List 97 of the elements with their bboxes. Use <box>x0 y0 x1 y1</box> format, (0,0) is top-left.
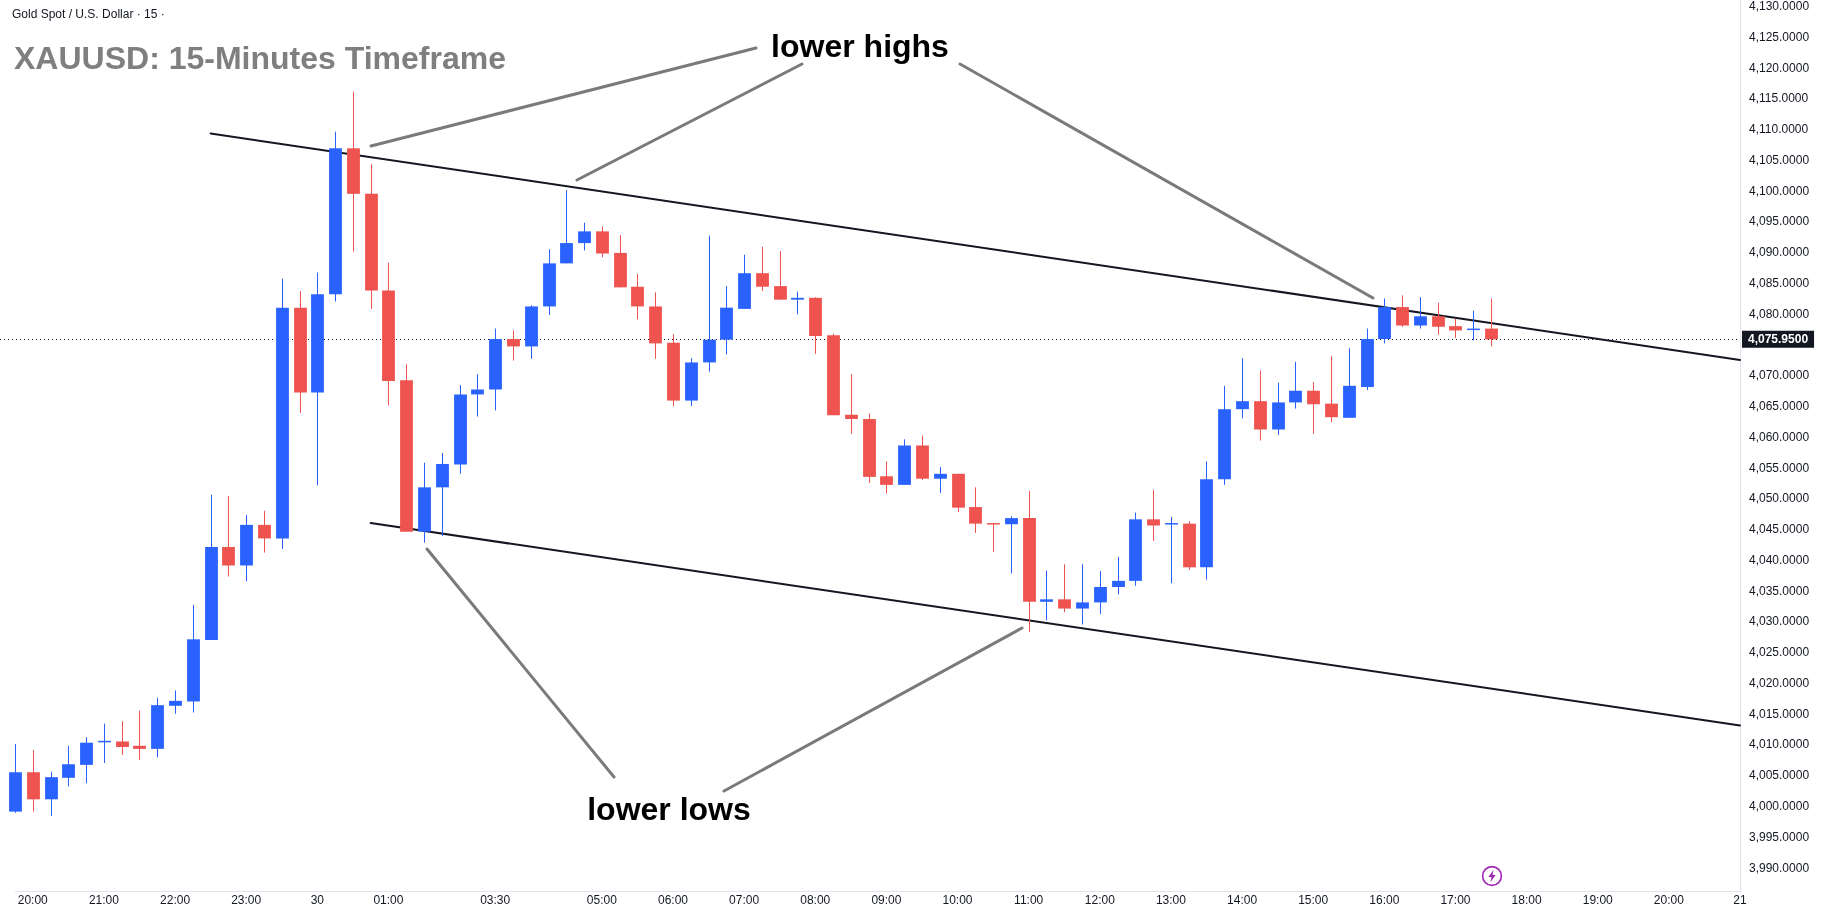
y-tick-label: 3,990.0000 <box>1749 860 1810 875</box>
candlestick <box>880 461 893 494</box>
candlestick <box>62 745 75 787</box>
x-tick-label: 18:00 <box>1511 892 1542 907</box>
annotation: lower highs <box>771 28 949 64</box>
candlestick <box>756 246 769 292</box>
candlestick <box>169 689 182 715</box>
x-tick-label: 20:00 <box>1653 892 1685 907</box>
y-tick-label: 4,130.0000 <box>1749 0 1810 14</box>
y-tick-label: 4,005.0000 <box>1749 768 1810 783</box>
candlestick <box>631 273 644 320</box>
candlestick <box>1076 563 1089 626</box>
y-tick-label: 4,050.0000 <box>1749 491 1810 506</box>
text: Gold Spot / U.S. Dollar · 15 · <box>12 7 165 21</box>
x-tick-label: 03:30 <box>480 892 511 907</box>
y-tick-label: 4,125.0000 <box>1749 29 1810 44</box>
candlestick <box>116 720 129 756</box>
y-tick-label: 4,035.0000 <box>1749 583 1810 598</box>
x-tick-label: 08:00 <box>800 892 831 907</box>
x-tick-label: 17:00 <box>1440 892 1471 907</box>
y-tick-label: 4,080.0000 <box>1749 306 1810 321</box>
x-tick-label: 12:00 <box>1084 892 1116 907</box>
y-tick-label: 4,110.0000 <box>1749 122 1809 137</box>
candlestick <box>1289 361 1302 410</box>
candlestick <box>258 510 271 554</box>
y-tick-label: 4,025.0000 <box>1749 645 1810 660</box>
candlestick <box>845 373 858 435</box>
candlestick <box>133 710 146 761</box>
x-tick-label: 14:00 <box>1227 892 1258 907</box>
candlestick <box>934 466 947 494</box>
y-tick-label: 3,995.0000 <box>1749 829 1810 844</box>
y-tick-label: 4,020.0000 <box>1749 675 1810 690</box>
candlestick <box>1094 570 1107 615</box>
y-tick-label: 4,045.0000 <box>1749 522 1810 537</box>
y-tick-label: 4,015.0000 <box>1749 706 1810 721</box>
candlestick <box>1449 318 1462 339</box>
y-tick-label: 4,055.0000 <box>1749 460 1810 475</box>
x-tick-label: 19:00 <box>1582 892 1614 907</box>
candlestick <box>1396 294 1409 328</box>
candlestick <box>1112 556 1125 595</box>
x-tick-label: 15:00 <box>1298 892 1329 907</box>
candlestick <box>578 222 591 251</box>
x-tick-label: 23:00 <box>231 892 262 907</box>
candlestick <box>1414 296 1427 330</box>
candlestick <box>1236 357 1249 419</box>
ref-line-label: 4,075.9500 <box>1748 332 1809 347</box>
candlestick <box>1307 381 1320 435</box>
x-tick-label: 21 <box>1733 892 1747 907</box>
candlestick <box>507 329 520 362</box>
candlestick <box>436 452 449 537</box>
x-tick-label: 11:00 <box>1014 892 1044 907</box>
x-tick-label: 22:00 <box>160 892 191 907</box>
candlestick <box>560 189 573 264</box>
x-tick-label: 21:00 <box>88 892 120 907</box>
y-tick-label: 4,070.0000 <box>1749 368 1810 383</box>
candlestick <box>774 250 787 301</box>
y-tick-label: 4,095.0000 <box>1749 214 1810 229</box>
candlestick <box>1058 563 1071 613</box>
y-tick-label: 4,030.0000 <box>1749 614 1810 629</box>
x-tick-label: 30 <box>310 892 325 907</box>
candlestick <box>1005 515 1018 574</box>
x-tick-label: 01:00 <box>373 892 404 907</box>
y-tick-label: 4,085.0000 <box>1749 275 1810 290</box>
y-tick-label: 4,040.0000 <box>1749 552 1810 567</box>
y-tick-label: 4,105.0000 <box>1749 152 1810 167</box>
annotation: lower lows <box>587 791 751 827</box>
y-tick-label: 4,010.0000 <box>1749 737 1810 752</box>
y-tick-label: 4,100.0000 <box>1749 183 1810 198</box>
candlestick <box>1040 569 1053 621</box>
candlestick <box>1165 516 1178 584</box>
candlestick <box>80 736 93 784</box>
candlestick <box>1325 355 1338 423</box>
y-tick-label: 4,065.0000 <box>1749 399 1810 414</box>
x-tick-label: 16:00 <box>1369 892 1400 907</box>
candlestick <box>1147 489 1160 542</box>
x-tick-label: 05:00 <box>586 892 618 907</box>
x-tick-label: 20:00 <box>17 892 49 907</box>
candlestick <box>969 486 982 534</box>
x-tick-label: 07:00 <box>729 892 760 907</box>
candlestick <box>596 225 609 258</box>
candlestick <box>703 235 716 373</box>
y-tick-label: 4,120.0000 <box>1749 60 1810 75</box>
x-tick-label: 10:00 <box>942 892 973 907</box>
y-tick-label: 4,090.0000 <box>1749 245 1810 260</box>
candlestick <box>791 291 804 315</box>
candlestick <box>1432 302 1445 336</box>
candlestick <box>987 522 1000 553</box>
y-tick-label: 4,115.0000 <box>1749 91 1809 106</box>
x-tick-label: 13:00 <box>1155 892 1187 907</box>
x-tick-label: 06:00 <box>657 892 689 907</box>
candlestick <box>45 771 58 817</box>
y-tick-label: 4,000.0000 <box>1749 799 1810 814</box>
y-tick-label: 4,060.0000 <box>1749 429 1810 444</box>
candlestick <box>222 495 235 578</box>
x-tick-label: 09:00 <box>871 892 902 907</box>
text: XAUUSD: 15-Minutes Timeframe <box>14 40 506 76</box>
candlestick <box>1485 297 1498 347</box>
